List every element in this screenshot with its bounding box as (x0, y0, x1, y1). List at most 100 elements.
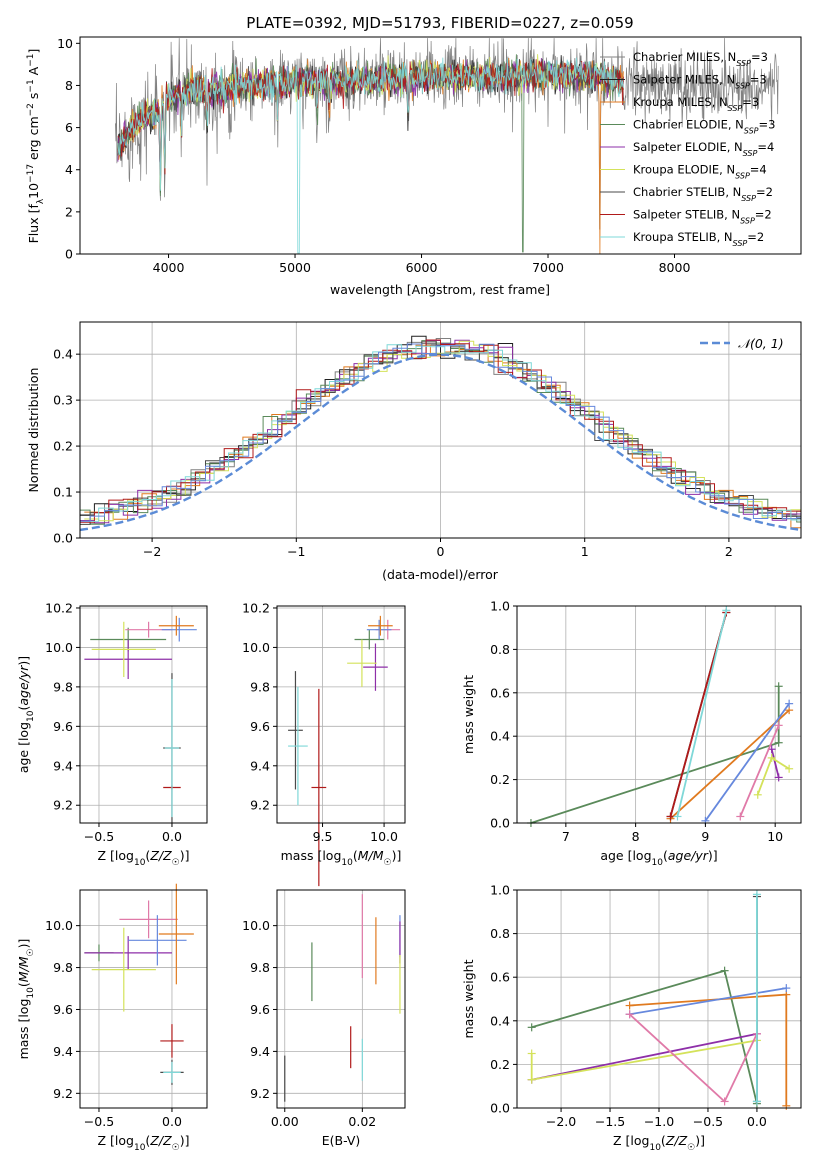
axes-frame (276, 605, 406, 824)
observed-spectrum-line (115, 38, 779, 230)
legend-entry: 𝒩(0, 1) (738, 336, 784, 351)
y-tick-label: 0 (65, 247, 73, 262)
weight-series-line (531, 969, 758, 1104)
axes-frame (276, 889, 406, 1109)
histogram-step-line (80, 343, 801, 522)
metallicity-age-panel: −0.5 0.0 9.2 9.4 9.6 9.8 10.0 10.2 Z [log10(Z/Z☉… (16, 600, 208, 868)
axes-frame (79, 36, 802, 255)
y-tick-label: 9.2 (53, 1086, 73, 1101)
y-tick-label: 10.0 (242, 640, 270, 655)
y-tick-label: 9.8 (250, 679, 270, 694)
y-tick-label: 0.8 (490, 642, 510, 657)
y-tick-label: 0.6 (490, 685, 510, 700)
y-tick-label: 8 (65, 78, 73, 93)
x-tick-label: 1 (581, 544, 589, 559)
legend-entry: Kroupa ELODIE, NSSP=4 (633, 163, 767, 181)
legend-entry: Chabrier ELODIE, NSSP=3 (633, 118, 775, 136)
x-tick-label: 0 (437, 544, 445, 559)
model-spectrum-line (117, 59, 624, 176)
y-tick-label: 9.2 (53, 798, 73, 813)
y-tick-label: 10.0 (45, 918, 73, 933)
legend-entry: Salpeter ELODIE, NSSP=4 (633, 140, 774, 158)
weight-series-line (770, 748, 780, 778)
x-tick-label: −0.5 (84, 829, 114, 844)
x-axis-label: mass [log10(M/M☉)] (281, 848, 402, 868)
histogram-step-line (80, 339, 801, 523)
x-tick-label: 0.02 (348, 1114, 376, 1129)
x-axis-label: E(B-V) (322, 1133, 361, 1148)
x-tick-label: −2.0 (546, 1114, 576, 1129)
y-tick-label: 9.4 (53, 758, 73, 773)
normal-distribution-line (79, 353, 799, 532)
x-tick-label: −1.0 (644, 1114, 674, 1129)
spectrum-legend: Chabrier MILES, NSSP=3 Salpeter MILES, NS… (600, 50, 775, 248)
x-tick-label: 0.00 (271, 1114, 299, 1129)
x-tick-label: 8 (632, 829, 640, 844)
y-tick-label: 9.6 (250, 719, 270, 734)
x-tick-label: −2 (143, 544, 161, 559)
x-tick-label: 7 (562, 829, 570, 844)
y-axis-label: Flux [fλ10−17 erg cm−2 s−1 A−1] (26, 49, 46, 244)
mass-age-panel: 9.5 10.0 9.2 9.4 9.6 9.8 10.0 10.2 mass [log10(M… (242, 600, 406, 887)
y-tick-label: 2 (65, 204, 73, 219)
y-tick-label: 10 (57, 36, 73, 51)
histogram-legend: 𝒩(0, 1) (700, 336, 784, 351)
y-tick-label: 9.6 (53, 1002, 73, 1017)
y-tick-label: 6 (65, 120, 73, 135)
legend-entry: Chabrier STELIB, NSSP=2 (633, 185, 773, 203)
model-spectrum-line (117, 57, 624, 254)
x-tick-label: −1 (287, 544, 305, 559)
y-tick-label: 9.4 (53, 1044, 73, 1059)
y-axis-label: Normed distribution (26, 368, 41, 493)
y-tick-label: 4 (65, 162, 73, 177)
metallicity-mass-panel: −0.5 0.0 9.2 9.4 9.6 9.8 10.0 Z [log10(Z/Z☉)] ma… (16, 883, 208, 1153)
y-tick-label: 0.2 (490, 1057, 510, 1072)
y-tick-label: 9.4 (250, 758, 270, 773)
y-tick-label: 0.2 (53, 439, 73, 454)
y-tick-label: 10.0 (45, 640, 73, 655)
y-tick-label: 10.2 (45, 600, 73, 615)
weight-series-line (739, 725, 780, 817)
y-tick-label: 9.2 (250, 798, 270, 813)
axes-frame (79, 605, 208, 824)
weight-series-line (669, 709, 790, 820)
histogram-step-line (84, 344, 801, 529)
histogram-step-line (84, 344, 801, 522)
x-tick-label: 5000 (279, 260, 311, 275)
y-tick-label: 9.8 (53, 679, 73, 694)
weight-series-line (531, 1033, 758, 1081)
legend-entry: Salpeter MILES, NSSP=3 (633, 73, 767, 91)
weight-series-line (676, 610, 728, 817)
y-tick-label: 0.6 (490, 970, 510, 985)
y-axis-label: mass [log10(M/M☉)] (16, 939, 36, 1060)
x-axis-label: Z [log10(Z/Z☉)] (613, 1133, 705, 1153)
weight-series-line (629, 987, 787, 1016)
x-tick-label: 6000 (406, 260, 438, 275)
ebv-mass-panel: 0.00 0.02 9.2 9.4 9.6 9.8 10.0 E(B-V) (242, 889, 406, 1148)
x-axis-label: Z [log10(Z/Z☉)] (98, 1133, 190, 1153)
weight-series-line (530, 1039, 758, 1081)
x-axis-label: (data-model)/error (382, 567, 499, 582)
x-tick-label: 0.0 (162, 1114, 182, 1129)
x-tick-label: 9 (701, 829, 709, 844)
y-tick-label: 0.8 (490, 926, 510, 941)
metallicity-massweight-panel: −2.0 −1.5 −1.0 −0.5 0.0 0.0 0.2 0.4 0.6 0.8 1.0 Z [… (461, 883, 802, 1153)
histogram-step-line (84, 340, 801, 522)
legend-entry: Kroupa STELIB, NSSP=2 (633, 230, 764, 248)
y-tick-label: 9.8 (250, 960, 270, 975)
x-tick-label: 8000 (659, 260, 691, 275)
y-tick-label: 1.0 (490, 883, 510, 898)
y-tick-label: 0.4 (490, 1013, 510, 1028)
spectrum-panel: PLATE=0392, MJD=51793, FIBERID=0227, z=0… (26, 14, 802, 297)
x-axis-label: Z [log10(Z/Z☉)] (98, 848, 190, 868)
age-massweight-panel: 7 8 9 10 0.0 0.2 0.4 0.6 0.8 1.0 age [log10(age/yr… (461, 599, 802, 868)
x-tick-label: 0.0 (162, 829, 182, 844)
legend-entry: Chabrier MILES, NSSP=3 (633, 50, 768, 68)
x-tick-label: −0.5 (84, 1114, 114, 1129)
y-tick-label: 0.0 (490, 1101, 510, 1116)
y-tick-label: 0.3 (53, 393, 73, 408)
weight-series-line (704, 703, 790, 822)
y-tick-label: 9.8 (53, 960, 73, 975)
x-tick-label: 4000 (153, 260, 185, 275)
y-axis-label: mass weight (461, 959, 476, 1038)
